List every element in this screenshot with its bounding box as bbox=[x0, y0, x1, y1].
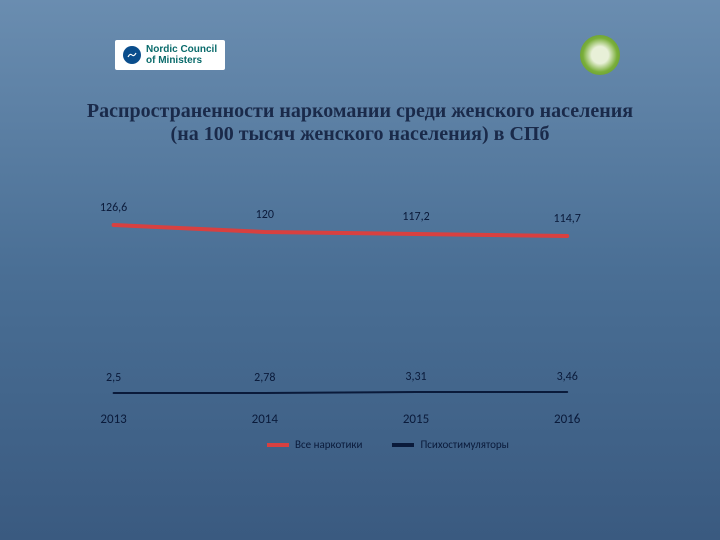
x-axis-label: 2015 bbox=[403, 412, 429, 427]
chart-title: Распространенности наркомании среди женс… bbox=[0, 100, 720, 146]
logo-green-circle bbox=[580, 35, 620, 75]
legend-item: Психостимуляторы bbox=[392, 438, 509, 451]
x-axis-label: 2016 bbox=[554, 412, 580, 427]
data-point-label: 2,5 bbox=[106, 371, 121, 385]
data-point-label: 3,31 bbox=[405, 370, 426, 384]
data-point-label: 114,7 bbox=[554, 212, 581, 226]
legend-swatch bbox=[267, 443, 289, 447]
data-point-label: 3,46 bbox=[557, 370, 578, 384]
legend-label: Все наркотики bbox=[295, 438, 362, 451]
logo-nordic-council: Nordic Council of Ministers bbox=[115, 40, 225, 70]
line-chart: 126,6 120 117,2 114,7 2,5 2,78 3,31 3,46 2013 201… bbox=[80, 180, 640, 450]
chart-legend: Все наркотики Психостимуляторы bbox=[267, 438, 509, 451]
data-point-label: 117,2 bbox=[402, 210, 429, 224]
legend-label: Психостимуляторы bbox=[420, 438, 509, 451]
x-axis-label: 2013 bbox=[100, 412, 126, 427]
data-point-label: 120 bbox=[256, 208, 274, 222]
data-point-label: 2,78 bbox=[254, 371, 275, 385]
legend-item: Все наркотики bbox=[267, 438, 362, 451]
logo-text: Nordic Council of Ministers bbox=[146, 44, 217, 66]
legend-swatch bbox=[392, 443, 414, 447]
data-point-label: 126,6 bbox=[100, 201, 127, 215]
x-axis-label: 2014 bbox=[252, 412, 278, 427]
swan-icon bbox=[123, 46, 141, 64]
